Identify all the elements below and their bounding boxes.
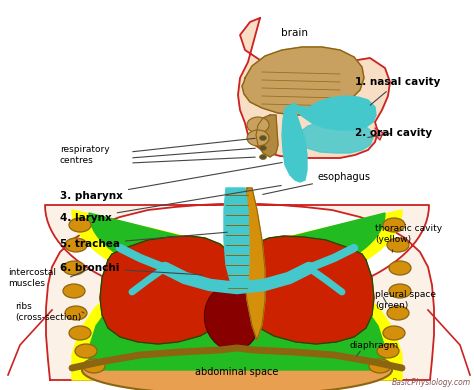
Ellipse shape: [247, 130, 269, 146]
Polygon shape: [224, 188, 249, 291]
Polygon shape: [243, 188, 265, 340]
Ellipse shape: [63, 284, 85, 298]
Ellipse shape: [259, 154, 266, 160]
Ellipse shape: [259, 145, 266, 151]
Ellipse shape: [204, 285, 260, 350]
Ellipse shape: [69, 326, 91, 340]
Ellipse shape: [387, 238, 409, 252]
Text: 6. bronchi: 6. bronchi: [60, 263, 202, 275]
Ellipse shape: [83, 359, 105, 373]
Polygon shape: [292, 96, 376, 130]
Polygon shape: [290, 120, 373, 153]
Polygon shape: [45, 204, 434, 380]
Text: 5. trachea: 5. trachea: [60, 232, 227, 249]
Ellipse shape: [377, 344, 399, 358]
Ellipse shape: [82, 345, 392, 390]
Ellipse shape: [389, 284, 411, 298]
Text: 4. larynx: 4. larynx: [60, 186, 281, 223]
Polygon shape: [282, 105, 307, 182]
Polygon shape: [242, 47, 364, 115]
Text: ribs
(cross-section): ribs (cross-section): [15, 302, 81, 322]
Text: pleural space
(green): pleural space (green): [375, 290, 436, 310]
Ellipse shape: [259, 135, 266, 140]
Polygon shape: [375, 128, 383, 140]
Text: intercostal
muscles: intercostal muscles: [8, 268, 56, 288]
Ellipse shape: [75, 344, 97, 358]
Text: BasicPhysiology.com: BasicPhysiology.com: [392, 378, 471, 387]
Polygon shape: [72, 210, 402, 380]
Text: 2. oral cavity: 2. oral cavity: [355, 128, 432, 138]
Ellipse shape: [247, 117, 269, 133]
Polygon shape: [237, 236, 374, 344]
Polygon shape: [238, 18, 390, 158]
Text: thoracic cavity
(yellow): thoracic cavity (yellow): [375, 224, 442, 244]
Polygon shape: [89, 213, 385, 370]
Ellipse shape: [65, 238, 87, 252]
Ellipse shape: [65, 306, 87, 320]
Polygon shape: [256, 115, 278, 157]
Text: respiratory
centres: respiratory centres: [60, 145, 109, 165]
Text: 3. pharynx: 3. pharynx: [60, 163, 282, 201]
Text: diaphragm: diaphragm: [350, 340, 399, 349]
Ellipse shape: [383, 218, 405, 232]
Text: 1. nasal cavity: 1. nasal cavity: [355, 77, 440, 105]
Ellipse shape: [383, 326, 405, 340]
Ellipse shape: [63, 261, 85, 275]
Ellipse shape: [69, 218, 91, 232]
Ellipse shape: [387, 306, 409, 320]
Text: abdominal space: abdominal space: [195, 367, 279, 377]
Polygon shape: [100, 236, 238, 344]
Ellipse shape: [389, 261, 411, 275]
Ellipse shape: [369, 359, 391, 373]
Text: esophagus: esophagus: [263, 172, 371, 195]
Text: brain: brain: [282, 28, 309, 38]
